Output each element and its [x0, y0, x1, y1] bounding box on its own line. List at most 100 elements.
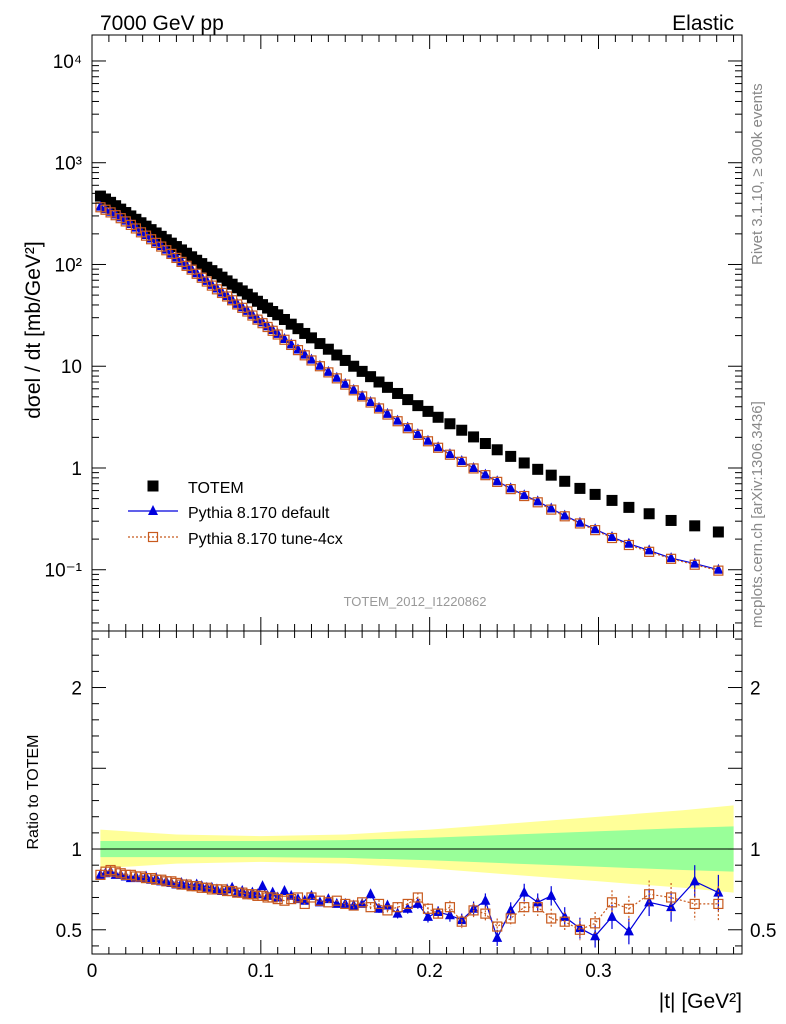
ratio-y-tick-labels: 0.5 0.5 1 1 2 2: [56, 679, 777, 942]
x-axis-label: |t| [GeV²]: [659, 990, 742, 1013]
data-point-totem: [305, 332, 317, 344]
data-point-totem: [468, 431, 480, 443]
data-point-default: [519, 489, 530, 500]
data-point-totem: [432, 411, 444, 423]
data-point-default: [623, 537, 634, 548]
data-point-default: [468, 461, 479, 472]
data-point-totem: [339, 354, 351, 366]
ratio-point-default: [590, 930, 601, 941]
data-point-tune: [468, 463, 479, 474]
data-point-totem: [574, 482, 586, 494]
data-point-totem: [559, 475, 571, 487]
data-point-default: [644, 544, 655, 555]
ratio-point-tune: [532, 902, 543, 913]
data-point-totem: [491, 444, 503, 456]
ratio-point-default: [607, 910, 617, 921]
data-point-default: [505, 482, 516, 493]
ratio-point-tune: [373, 898, 385, 910]
ratio-panel: 0.5 0.5 1 1 2 2 Ratio to TOTEM 0 0.1 0.2 0.3 |t|…: [25, 630, 777, 1013]
data-point-totem: [299, 327, 311, 339]
energy-label: 7000 GeV pp: [100, 12, 224, 35]
data-point-default: [607, 530, 617, 541]
ratio-point-default: [666, 901, 677, 912]
data-point-totem: [456, 424, 468, 436]
data-point-totem: [373, 376, 385, 388]
data-point-tune: [519, 490, 530, 502]
data-point-tune: [323, 367, 334, 378]
data-point-tune: [373, 403, 385, 414]
ratio-y-tick-label-right: 0.5: [750, 921, 776, 942]
ratio-point-tune: [546, 913, 557, 924]
data-point-tune: [546, 504, 557, 515]
rivet-version-label: Rivet 3.1.10, ≥ 300k events: [749, 83, 766, 265]
ratio-point-tune: [713, 898, 724, 910]
data-point-tune: [348, 385, 359, 396]
ratio-point-default: [480, 894, 491, 905]
data-point-default: [412, 428, 423, 439]
data-point-totem: [532, 463, 544, 475]
ratio-point-default: [348, 899, 359, 910]
x-tick-label: 0.1: [248, 961, 274, 982]
ratio-marks: [95, 864, 724, 948]
ratio-point-tune: [623, 903, 634, 914]
ratio-point-default: [412, 897, 423, 908]
data-point-default: [392, 414, 403, 425]
data-point-tune: [689, 559, 700, 570]
ratio-point-tune: [272, 893, 283, 905]
data-point-tune: [306, 355, 317, 366]
data-point-tune: [279, 334, 290, 345]
ratio-y-tick-label: 2: [71, 679, 82, 700]
data-point-default: [689, 557, 700, 568]
data-point-totem: [518, 457, 530, 469]
data-point-totem: [348, 360, 360, 372]
ratio-point-default: [559, 910, 570, 921]
data-point-totem: [444, 418, 456, 430]
ratio-point-default: [392, 907, 403, 918]
data-point-totem: [392, 387, 404, 399]
data-point-totem: [643, 508, 655, 520]
main-y-tick-label: 10: [61, 357, 82, 378]
ratio-point-tune: [574, 924, 586, 935]
ratio-point-default: [314, 896, 325, 907]
ratio-point-default: [433, 906, 444, 917]
legend-label-1: Pythia 8.170 default: [188, 505, 330, 522]
ratio-point-tune: [286, 893, 297, 905]
data-point-tune: [314, 361, 326, 372]
data-point-tune: [590, 525, 601, 536]
data-point-totem: [322, 343, 334, 355]
data-point-tune: [456, 456, 467, 467]
data-point-default: [666, 552, 677, 563]
data-point-tune: [402, 423, 413, 434]
ratio-point-default: [357, 897, 368, 908]
data-point-totem: [412, 400, 424, 412]
x-tick-labels: 0 0.1 0.2 0.3: [87, 961, 612, 982]
data-point-default: [306, 353, 317, 364]
ratio-point-default: [689, 875, 700, 886]
ratio-point-tune: [299, 898, 310, 910]
data-point-totem: [623, 501, 635, 513]
data-point-default: [433, 441, 444, 452]
data-point-tune: [422, 436, 434, 447]
data-point-totem: [314, 338, 326, 350]
data-point-totem: [365, 371, 377, 383]
ratio-point-default: [532, 896, 543, 907]
data-point-default: [340, 377, 351, 388]
data-point-default: [574, 516, 585, 527]
data-point-default: [444, 448, 455, 459]
ratio-point-default: [279, 885, 290, 896]
ratio-point-tune: [606, 897, 618, 908]
data-point-default: [456, 455, 467, 466]
ratio-ticks: [91, 631, 742, 954]
ratio-point-default: [422, 910, 433, 921]
data-point-default: [323, 365, 334, 376]
data-point-tune: [606, 532, 618, 544]
data-point-default: [382, 407, 393, 418]
main-marks: [94, 190, 724, 576]
data-point-totem: [606, 494, 618, 506]
data-point-tune: [365, 397, 376, 408]
main-y-tick-label: 10⁴: [53, 52, 82, 73]
ratio-y-axis-label: Ratio to TOTEM: [25, 735, 42, 850]
data-point-tune: [480, 470, 491, 481]
data-point-totem: [356, 365, 368, 377]
